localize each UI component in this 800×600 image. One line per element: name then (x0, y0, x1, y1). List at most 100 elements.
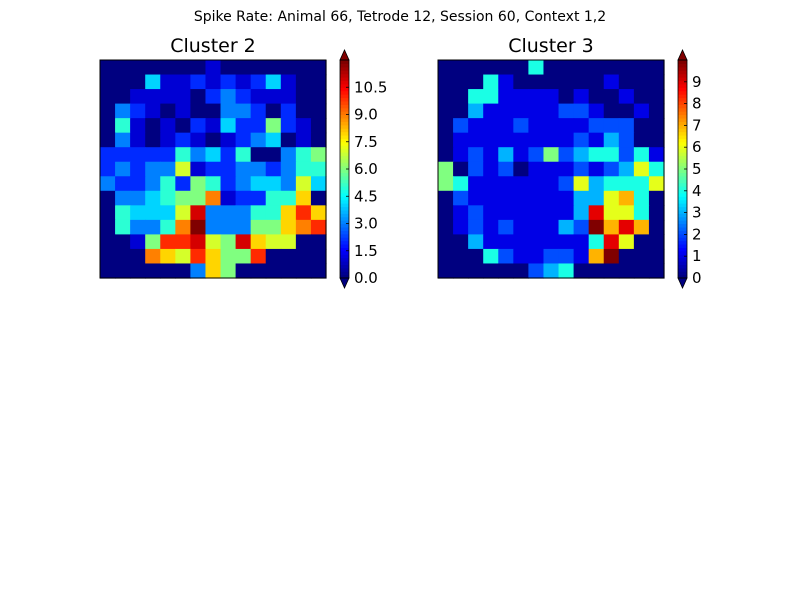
heatmap-cell (295, 161, 312, 177)
heatmap-cell (438, 234, 454, 250)
colorbar-segment (340, 233, 349, 238)
heatmap-cell (130, 103, 146, 119)
heatmap-cell (100, 248, 116, 265)
heatmap-cell (513, 248, 529, 265)
colorbar-segment (340, 138, 349, 143)
heatmap-cell (438, 190, 454, 206)
heatmap-cell (498, 205, 514, 221)
heatmap-cell (588, 103, 605, 119)
colorbar-segment (678, 196, 687, 201)
colorbar-segment (340, 151, 349, 156)
heatmap-cell (633, 205, 650, 221)
heatmap-cell (618, 132, 635, 148)
heatmap-cell (498, 161, 514, 177)
heatmap-cell (190, 263, 207, 279)
heatmap-cell (588, 263, 605, 279)
heatmap-cell (175, 89, 191, 105)
heatmap-cell (265, 74, 282, 90)
heatmap-cell (235, 234, 252, 250)
heatmap-cell (115, 190, 131, 206)
heatmap-cell (280, 60, 297, 76)
heatmap-cell (513, 205, 529, 221)
heatmap-frame (99, 59, 327, 279)
heatmap-cell (205, 234, 222, 250)
heatmap-cell (220, 176, 237, 192)
heatmap-cell (558, 74, 575, 90)
colorbar-segment (340, 226, 349, 231)
heatmap-cell (573, 234, 590, 250)
heatmap-cell (130, 205, 146, 221)
colorbar-segment (340, 274, 349, 279)
heatmap-cell (543, 176, 560, 192)
heatmap-cell (190, 205, 207, 221)
heatmap-cell (100, 74, 116, 90)
colorbar-segment (340, 63, 349, 68)
heatmap-cell (115, 132, 131, 148)
heatmap-cell (453, 147, 469, 163)
colorbar-segment (678, 94, 687, 99)
heatmap-cell (648, 74, 665, 90)
heatmap-cell (100, 60, 116, 76)
colorbar-segment (340, 196, 349, 201)
heatmap-cell (160, 190, 176, 206)
heatmap-cell (468, 103, 484, 119)
heatmap-cell (295, 60, 312, 76)
heatmap-cell (220, 234, 237, 250)
colorbar-segment (340, 203, 349, 208)
colorbar-segment (340, 186, 349, 191)
heatmap-cell (528, 132, 545, 148)
heatmap-cell (633, 234, 650, 250)
heatmap-cell (295, 118, 312, 134)
heatmap-cell (235, 132, 252, 148)
heatmap-cell (618, 248, 635, 265)
heatmap-cell (573, 248, 590, 265)
heatmap-cell (618, 190, 635, 206)
heatmap-cell (483, 60, 499, 76)
colorbar-segment (340, 94, 349, 99)
heatmap-cell (235, 205, 252, 221)
heatmap-cell (295, 263, 312, 279)
heatmap-cell (528, 176, 545, 192)
colorbar-segment (340, 141, 349, 146)
heatmap-cell (160, 205, 176, 221)
colorbar-segment (340, 73, 349, 78)
heatmap-cell (528, 74, 545, 90)
heatmap-cell (483, 248, 499, 265)
heatmap-cell (528, 161, 545, 177)
heatmap-cell (453, 190, 469, 206)
heatmap-cell (558, 118, 575, 134)
heatmap-cell (280, 234, 297, 250)
colorbar-segment (678, 257, 687, 262)
heatmap-cell (543, 263, 560, 279)
heatmap-cell (130, 60, 146, 76)
heatmap-cell (190, 74, 207, 90)
heatmap-cell (250, 74, 267, 90)
heatmap-cell (100, 89, 116, 105)
heatmap-cell (310, 234, 327, 250)
colorbar-segment (340, 117, 349, 122)
heatmap-cell (265, 190, 282, 206)
heatmap-cell (513, 219, 529, 235)
heatmap-cell (483, 74, 499, 90)
heatmap-cell (603, 118, 620, 134)
heatmap-cell (498, 248, 514, 265)
heatmap-cell (235, 161, 252, 177)
colorbar-segment (678, 175, 687, 180)
heatmap-cell (235, 176, 252, 192)
heatmap-cell (130, 74, 146, 90)
heatmap-cell (250, 103, 267, 119)
heatmap-cell (618, 234, 635, 250)
heatmap-cell (468, 234, 484, 250)
heatmap-cell (468, 118, 484, 134)
colorbar-tick-label: 7 (692, 116, 702, 134)
heatmap-cell (513, 234, 529, 250)
heatmap-cell (453, 103, 469, 119)
colorbar-segment (340, 131, 349, 136)
colorbar-segment (340, 172, 349, 177)
colorbar-segment (678, 220, 687, 225)
colorbar-segment (678, 124, 687, 129)
colorbar-segment (678, 199, 687, 204)
heatmap-cell (235, 118, 252, 134)
heatmap-cell (573, 132, 590, 148)
colorbar-segment (340, 70, 349, 75)
